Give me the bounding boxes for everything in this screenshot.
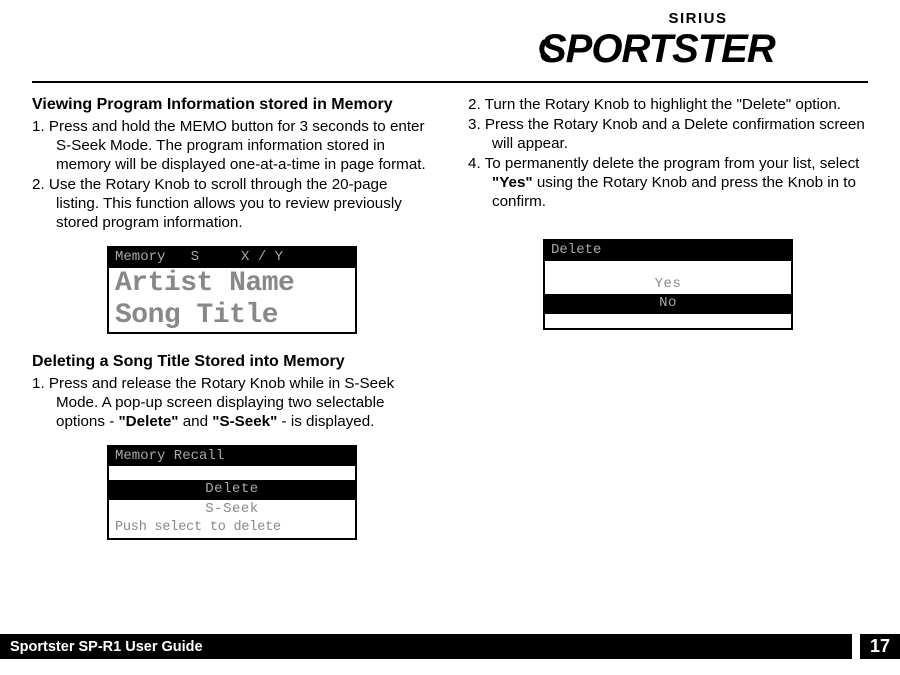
s1-step2: 2. Use the Rotary Knob to scroll through… (32, 175, 432, 232)
left-column: Viewing Program Information stored in Me… (32, 95, 432, 558)
footer-bar: Sportster SP-R1 User Guide 17 (0, 634, 900, 659)
s1-step1: 1. Press and hold the MEMO button for 3 … (32, 117, 432, 174)
footer-guide-label: Sportster SP-R1 User Guide (0, 634, 852, 659)
lcd1-artist: Artist Name (109, 268, 355, 300)
footer-page-number: 17 (860, 634, 900, 659)
lcd-delete-confirm: Delete Yes No (543, 239, 793, 330)
s2-step1: 1. Press and release the Rotary Knob whi… (32, 374, 432, 431)
r-step3: 3. Press the Rotary Knob and a Delete co… (468, 115, 868, 153)
section-title-deleting: Deleting a Song Title Stored into Memory (32, 352, 432, 372)
svg-text:SPORTSTER: SPORTSTER (540, 28, 776, 70)
section-title-viewing: Viewing Program Information stored in Me… (32, 95, 432, 115)
lcd3-no: No (545, 294, 791, 314)
lcd3-blank2 (545, 314, 791, 328)
header-rule (32, 81, 868, 83)
right-column: 2. Turn the Rotary Knob to highlight the… (468, 95, 868, 558)
lcd2-blank (109, 466, 355, 480)
sirius-wordmark: SIRIUS (668, 10, 727, 27)
lcd3-yes: Yes (545, 275, 791, 295)
lcd-memory-display: Memory S X / Y Artist Name Song Title (107, 246, 357, 334)
content-columns: Viewing Program Information stored in Me… (32, 95, 868, 558)
lcd3-header: Delete (545, 241, 791, 261)
lcd2-sseek: S-Seek (109, 500, 355, 520)
lcd3-blank1 (545, 261, 791, 275)
lcd-memory-recall: Memory Recall Delete S-Seek Push select … (107, 445, 357, 540)
r-step4: 4. To permanently delete the program fro… (468, 154, 868, 211)
lcd1-header: Memory S X / Y (109, 248, 355, 268)
lcd2-header: Memory Recall (109, 447, 355, 467)
lcd1-song: Song Title (109, 300, 355, 332)
brand-logo: SIRIUS SPORTSTER (32, 10, 868, 75)
lcd2-footer: Push select to delete (109, 519, 355, 538)
sportster-wordmark: SPORTSTER (538, 28, 858, 70)
lcd2-delete: Delete (109, 480, 355, 500)
r-step2: 2. Turn the Rotary Knob to highlight the… (468, 95, 868, 114)
